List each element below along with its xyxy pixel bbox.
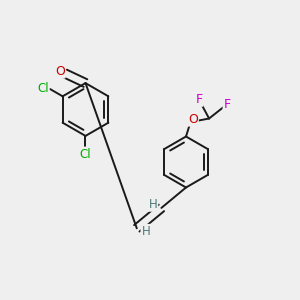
Text: Cl: Cl [79,148,91,160]
Text: H: H [141,225,150,238]
Text: O: O [188,112,198,126]
Text: F: F [195,93,203,106]
Text: F: F [224,98,231,111]
Text: H: H [148,198,158,211]
Text: Cl: Cl [37,82,49,95]
Text: O: O [55,64,64,78]
